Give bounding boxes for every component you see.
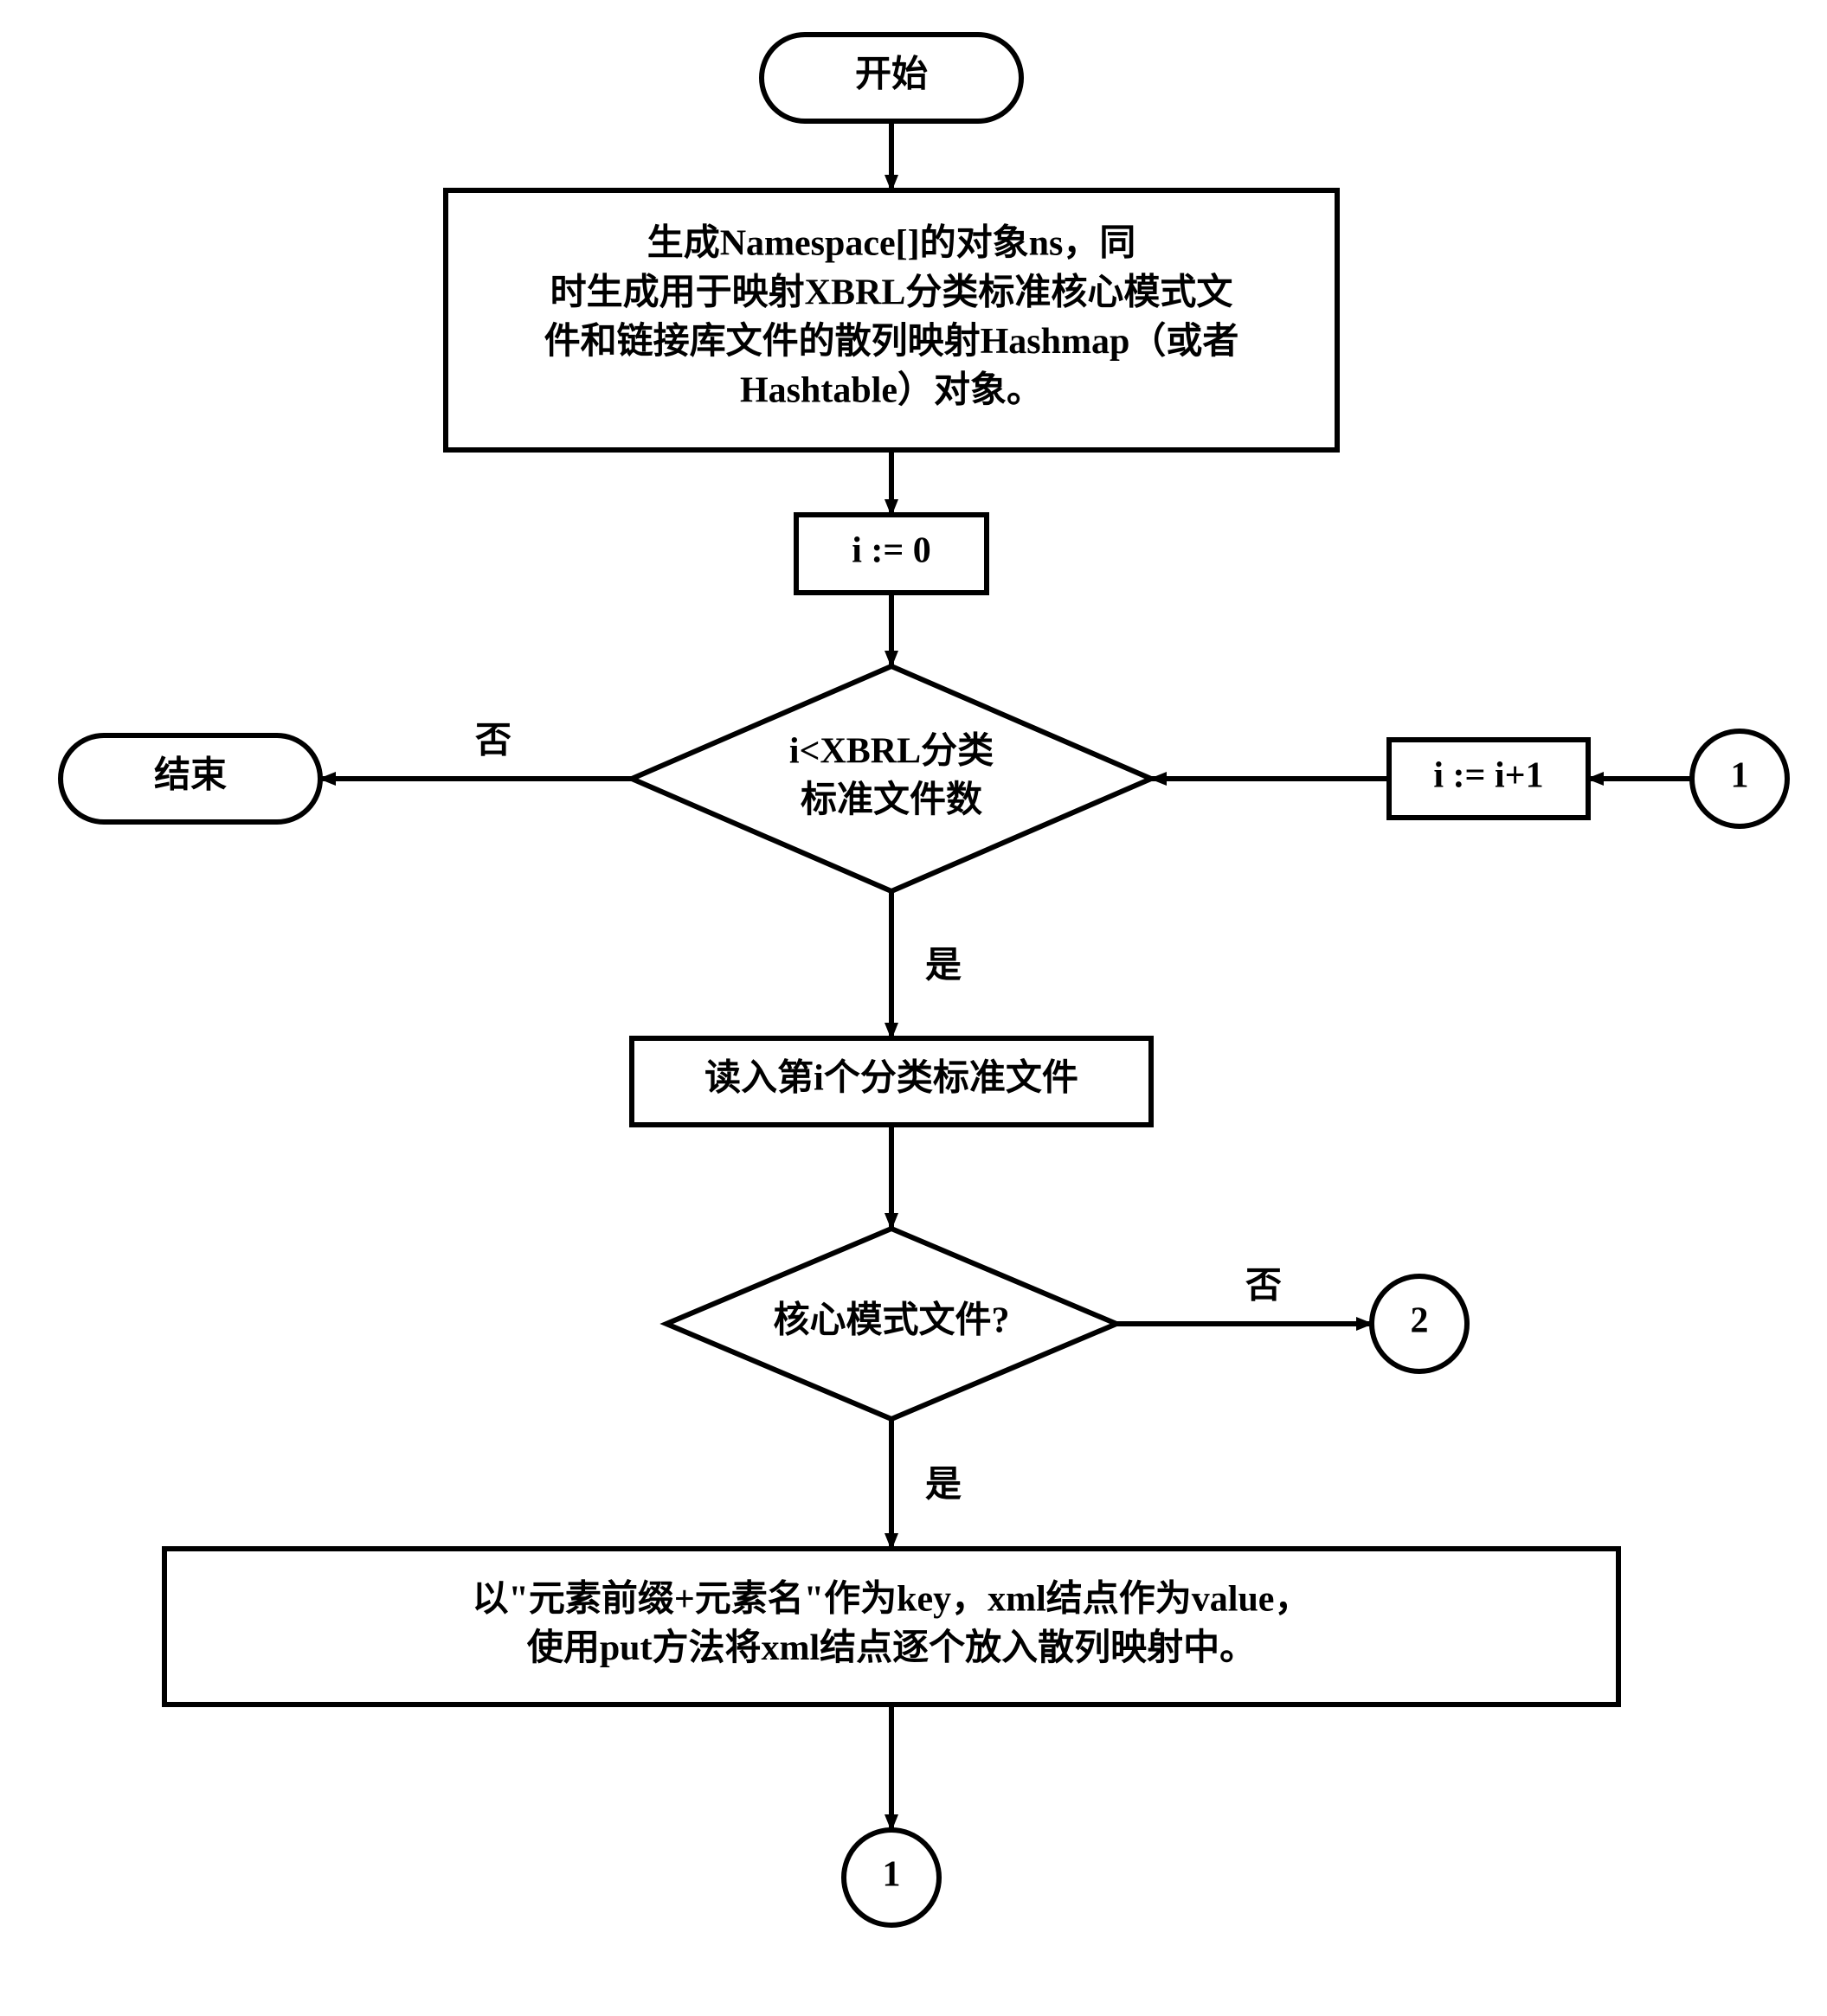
node-text: 标准文件数	[801, 780, 982, 820]
edge-label: 是	[925, 1466, 962, 1506]
node-text: 使用put方法将xml结点逐个放入散列映射中。	[527, 1628, 1256, 1668]
edge-label: 否	[475, 722, 511, 761]
node-text: i<XBRL分类	[789, 730, 994, 771]
flowchart-canvas: 否是否是开始生成Namespace[]的对象ns，同时生成用于映射XBRL分类标…	[0, 0, 1827, 2016]
diamond-shape	[632, 666, 1151, 891]
node-text: 核心模式文件?	[773, 1300, 1009, 1341]
nodes-group: 开始生成Namespace[]的对象ns，同时生成用于映射XBRL分类标准核心模…	[61, 35, 1787, 1925]
node-text: 件和链接库文件的散列映射Hashmap（或者	[544, 321, 1239, 362]
node-text: 1	[1731, 756, 1749, 796]
rect-shape	[164, 1549, 1618, 1705]
node-end: 结束	[61, 735, 320, 822]
node-text: 2	[1411, 1301, 1429, 1341]
node-process3: 以"元素前缀+元素名"作为key，xml结点作为value， 使用put方法将xm…	[164, 1549, 1618, 1705]
node-incr: i := i+1	[1389, 740, 1588, 818]
edge-label: 否	[1245, 1267, 1282, 1307]
node-process2: 读入第i个分类标准文件	[632, 1038, 1151, 1125]
node-init: i := 0	[796, 515, 987, 593]
node-conn2: 2	[1372, 1276, 1467, 1371]
node-text: 开始	[855, 55, 928, 95]
node-process1: 生成Namespace[]的对象ns，同时生成用于映射XBRL分类标准核心模式文…	[446, 190, 1337, 450]
edge-label: 是	[925, 947, 962, 986]
node-text: 以"元素前缀+元素名"作为key，xml结点作为value，	[473, 1578, 1311, 1619]
node-conn1b: 1	[844, 1830, 939, 1925]
node-start: 开始	[762, 35, 1021, 121]
node-text: 生成Namespace[]的对象ns，同	[647, 223, 1136, 264]
node-text: 结束	[154, 755, 227, 796]
node-text: i := 0	[852, 531, 931, 571]
node-conn1r: 1	[1692, 731, 1787, 826]
node-text: i := i+1	[1433, 756, 1543, 796]
node-text: Hashtable）对象。	[740, 370, 1043, 411]
node-text: 读入第i个分类标准文件	[704, 1058, 1078, 1099]
node-text: 1	[883, 1855, 901, 1895]
node-decision2: 核心模式文件?	[666, 1229, 1116, 1419]
node-text: 时生成用于映射XBRL分类标准核心模式文	[550, 272, 1233, 312]
node-decision1: i<XBRL分类标准文件数	[632, 666, 1151, 891]
